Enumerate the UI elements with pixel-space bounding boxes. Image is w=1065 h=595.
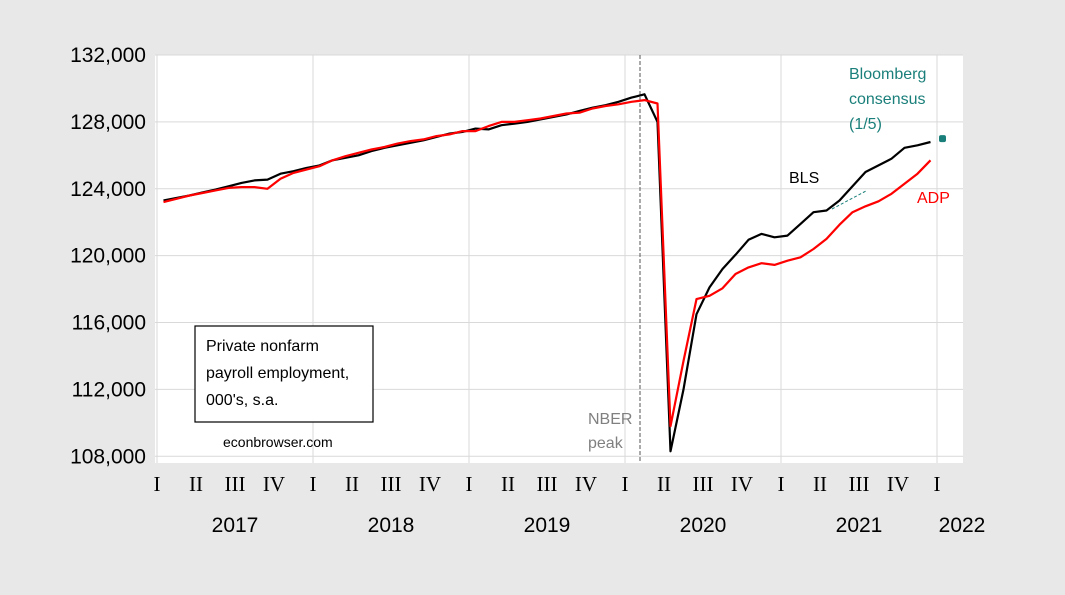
x-tick-label: I [154, 472, 161, 496]
y-tick-label: 112,000 [72, 378, 146, 401]
year-label: 2019 [524, 514, 571, 537]
series-line-adp [163, 98, 932, 428]
bloomberg-label-line-2: consensus [849, 91, 926, 108]
x-tick-label: I [622, 472, 629, 496]
x-tick-label: II [813, 472, 827, 496]
consensus-marker [939, 135, 946, 143]
info-box: Private nonfarm payroll employment, 000'… [194, 325, 374, 423]
adp-series-label: ADP [917, 190, 950, 207]
consensus-point [939, 135, 946, 143]
bls-series-label: BLS [789, 170, 819, 187]
info-box-line-1: Private nonfarm [206, 338, 319, 355]
x-tick-label: II [657, 472, 671, 496]
source-label: econbrowser.com [223, 434, 333, 450]
nber-label-line-2: peak [588, 435, 624, 452]
info-box-frame [194, 325, 374, 423]
y-tick-label: 124,000 [70, 178, 146, 201]
bloomberg-label-line-3: (1/5) [849, 116, 882, 133]
year-label: 2020 [680, 514, 727, 537]
y-tick-label: 128,000 [70, 111, 146, 134]
bloomberg-pointer [831, 190, 867, 210]
x-tick-label: III [693, 472, 714, 496]
year-label: 2018 [368, 514, 415, 537]
x-tick-label: II [189, 472, 203, 496]
x-tick-label: I [310, 472, 317, 496]
x-axis: I II III IV I II III IV I II III IV I II III IV I II III IV… [154, 472, 941, 496]
x-tick-label: I [934, 472, 941, 496]
info-box-line-3: 000's, s.a. [206, 392, 278, 409]
year-label: 2022 [939, 514, 986, 537]
year-label: 2021 [836, 514, 883, 537]
x-tick-label: I [778, 472, 785, 496]
x-tick-label: IV [731, 472, 753, 496]
x-tick-label: II [345, 472, 359, 496]
bloomberg-label-line-1: Bloomberg [849, 66, 926, 83]
year-labels: 2017 2018 2019 2020 2021 2022 [212, 514, 986, 537]
x-tick-label: III [537, 472, 558, 496]
x-tick-label: IV [887, 472, 909, 496]
x-tick-label: IV [263, 472, 285, 496]
x-tick-label: III [381, 472, 402, 496]
x-tick-label: IV [419, 472, 441, 496]
grid-lines [155, 54, 963, 463]
nber-label-line-1: NBER [588, 411, 632, 428]
y-axis: 108,000 112,000 116,000 120,000 124,000 128,0… [70, 44, 146, 468]
x-tick-label: I [466, 472, 473, 496]
info-box-line-2: payroll employment, [206, 365, 349, 382]
y-tick-label: 116,000 [72, 312, 146, 335]
x-tick-label: II [501, 472, 515, 496]
series-lines [163, 93, 932, 453]
y-tick-label: 108,000 [70, 445, 146, 468]
y-tick-label: 132,000 [70, 44, 146, 67]
year-label: 2017 [212, 514, 259, 537]
x-tick-label: IV [575, 472, 597, 496]
y-tick-label: 120,000 [70, 245, 146, 268]
x-tick-label: III [849, 472, 870, 496]
x-tick-label: III [225, 472, 246, 496]
